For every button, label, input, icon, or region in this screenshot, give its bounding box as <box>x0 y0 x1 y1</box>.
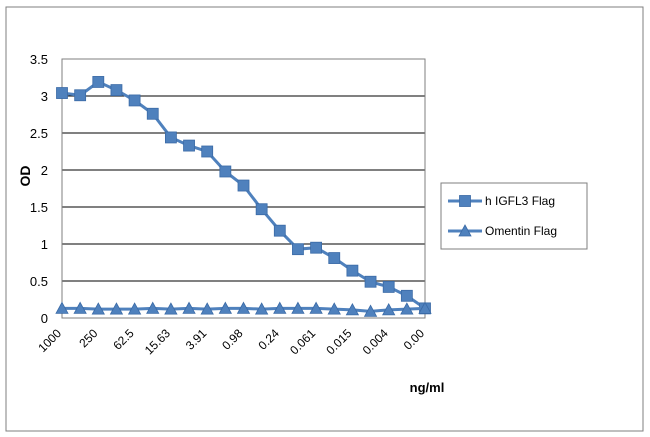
triangle-marker <box>164 302 178 315</box>
triangle-marker <box>309 301 323 314</box>
square-marker <box>92 76 105 88</box>
x-axis-title: ng/ml <box>410 380 445 395</box>
square-marker <box>201 145 214 158</box>
triangle-marker <box>363 304 378 317</box>
triangle-marker <box>382 303 396 316</box>
square-marker <box>128 94 141 107</box>
triangle-marker <box>254 302 269 315</box>
square-marker <box>382 281 395 293</box>
series <box>55 76 432 317</box>
series-square <box>56 76 431 315</box>
square-marker <box>292 243 304 256</box>
series-triangle <box>55 301 432 317</box>
square-marker <box>400 289 413 302</box>
square-marker <box>56 87 68 99</box>
triangle-marker <box>273 301 287 314</box>
square-marker <box>273 224 286 237</box>
triangle-marker <box>55 301 69 314</box>
square-marker <box>146 107 159 120</box>
triangle-marker <box>218 301 233 314</box>
y-tick-label: 0.5 <box>30 274 48 289</box>
square-marker <box>328 252 341 264</box>
legend-triangle-marker <box>458 224 472 237</box>
square-marker <box>110 84 123 96</box>
y-tick-label: 2.5 <box>30 126 48 141</box>
triangle-marker <box>345 303 360 316</box>
triangle-marker <box>91 302 105 315</box>
legend-entries: h IGFL3 Flag Omentin Flag <box>448 194 557 238</box>
square-marker <box>74 89 87 102</box>
square-marker <box>164 131 177 144</box>
legend: h IGFL3 Flag Omentin Flag <box>440 182 588 250</box>
triangle-marker <box>291 301 305 314</box>
triangle-marker <box>400 302 414 315</box>
y-tick-label: 0 <box>41 311 48 326</box>
y-axis-ticks: 0 0.5 1 1.5 2 2.5 3 3.5 <box>30 52 48 326</box>
triangle-marker <box>418 301 432 314</box>
plot-area-border <box>61 58 426 319</box>
y-tick-label: 1 <box>41 237 48 252</box>
triangle-marker <box>109 302 124 315</box>
square-marker <box>310 241 323 254</box>
square-marker <box>346 264 359 277</box>
legend-entry: Omentin Flag <box>448 224 557 238</box>
legend-square-marker <box>459 195 471 207</box>
legend-label: h IGFL3 Flag <box>485 194 555 208</box>
square-marker <box>364 275 377 288</box>
triangle-marker <box>236 301 251 314</box>
square-marker <box>255 203 268 216</box>
triangle-marker <box>182 301 196 314</box>
grid-lines <box>62 95 425 282</box>
triangle-marker <box>200 302 214 315</box>
triangle-marker <box>146 301 160 314</box>
y-tick-label: 3.5 <box>30 52 48 67</box>
square-marker <box>219 165 232 178</box>
y-tick-label: 2 <box>41 163 48 178</box>
legend-entry: h IGFL3 Flag <box>448 194 555 208</box>
triangle-marker <box>127 302 142 315</box>
y-tick-label: 1.5 <box>30 200 48 215</box>
triangle-marker <box>327 302 341 315</box>
y-axis-title: OD <box>17 166 33 187</box>
square-marker <box>183 139 195 152</box>
legend-box <box>440 182 588 250</box>
y-tick-label: 3 <box>41 89 48 104</box>
square-marker <box>237 179 250 192</box>
triangle-marker <box>73 301 87 314</box>
legend-label: Omentin Flag <box>485 224 557 238</box>
